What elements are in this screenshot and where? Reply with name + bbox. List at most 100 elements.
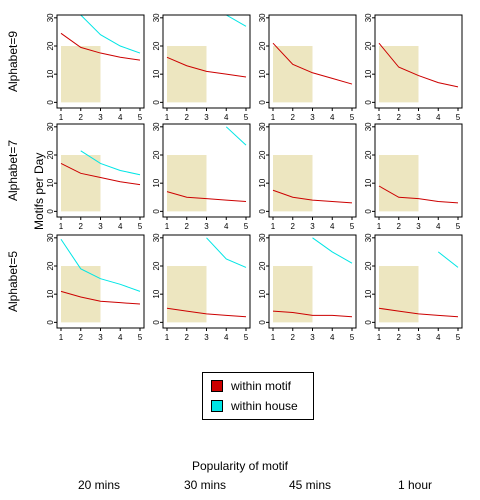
series-within-house-r3-c3 xyxy=(312,237,353,264)
x-tick-label-r1-c4-1: 2 xyxy=(397,113,402,122)
y-tick-label-r2-c4-3: 30 xyxy=(364,122,373,131)
x-tick-label-r3-c3-1: 2 xyxy=(291,333,296,342)
y-tick-label-r1-c3-1: 10 xyxy=(258,69,267,78)
legend: within motif within house xyxy=(202,372,314,420)
x-tick-label-r3-c1-4: 5 xyxy=(138,333,143,342)
x-tick-label-r1-c2-4: 5 xyxy=(244,113,249,122)
highlight-region-r1-c2 xyxy=(167,46,207,103)
x-tick-label-r2-c2-1: 2 xyxy=(185,222,190,231)
series-within-motif-r2-c1 xyxy=(60,163,141,186)
legend-label-within-motif: within motif xyxy=(231,379,292,393)
x-tick-label-r2-c3-1: 2 xyxy=(291,222,296,231)
y-axis-label: Motifs per Day xyxy=(32,152,46,230)
series-within-motif-r2-c3 xyxy=(272,189,353,204)
x-tick-label-r1-c2-3: 4 xyxy=(224,113,229,122)
x-tick-label-r2-c4-0: 1 xyxy=(377,222,382,231)
legend-swatch-within-motif xyxy=(211,380,223,392)
x-tick-label-r2-c3-2: 3 xyxy=(310,222,315,231)
x-tick-label-r2-c1-0: 1 xyxy=(59,222,64,231)
y-tick-label-r1-c4-2: 20 xyxy=(364,41,373,50)
x-tick-label-r3-c3-4: 5 xyxy=(350,333,355,342)
y-tick-label-r2-c3-2: 20 xyxy=(258,150,267,159)
x-tick-label-r1-c3-4: 5 xyxy=(350,113,355,122)
y-tick-label-r3-c1-1: 10 xyxy=(46,289,55,298)
x-tick-label-r2-c1-4: 5 xyxy=(138,222,143,231)
x-tick-label-r2-c2-2: 3 xyxy=(204,222,209,231)
y-tick-label-r3-c2-1: 10 xyxy=(152,289,161,298)
x-tick-label-r2-c4-3: 4 xyxy=(436,222,441,231)
highlight-region-r1-c4 xyxy=(379,46,419,103)
x-tick-label-r2-c3-4: 5 xyxy=(350,222,355,231)
y-tick-label-r1-c4-1: 10 xyxy=(364,69,373,78)
x-tick-label-r2-c2-0: 1 xyxy=(165,222,170,231)
x-tick-label-r1-c3-3: 4 xyxy=(330,113,335,122)
y-tick-label-r2-c1-1: 10 xyxy=(46,178,55,187)
x-tick-label-r1-c1-0: 1 xyxy=(59,113,64,122)
y-tick-label-r1-c3-3: 30 xyxy=(258,13,267,22)
y-tick-label-r1-c4-0: 0 xyxy=(364,100,373,105)
x-tick-label-r2-c3-3: 4 xyxy=(330,222,335,231)
y-tick-label-r2-c1-0: 0 xyxy=(46,209,55,214)
y-tick-label-r2-c2-1: 10 xyxy=(152,178,161,187)
x-tick-label-r3-c4-2: 3 xyxy=(416,333,421,342)
y-tick-label-r1-c1-2: 20 xyxy=(46,41,55,50)
x-tick-label-r1-c1-2: 3 xyxy=(98,113,103,122)
y-tick-label-r1-c1-3: 30 xyxy=(46,13,55,22)
x-tick-label-r1-c3-1: 2 xyxy=(291,113,296,122)
y-tick-label-r2-c2-3: 30 xyxy=(152,122,161,131)
highlight-region-r3-c1 xyxy=(61,266,101,323)
y-tick-label-r1-c1-1: 10 xyxy=(46,69,55,78)
series-within-house-r1-c2 xyxy=(226,15,247,27)
y-tick-label-r3-c2-3: 30 xyxy=(152,233,161,242)
y-tick-label-r1-c2-3: 30 xyxy=(152,13,161,22)
x-tick-label-r1-c3-0: 1 xyxy=(271,113,276,122)
legend-swatch-within-house xyxy=(211,400,223,412)
x-tick-label-r3-c4-4: 5 xyxy=(456,333,461,342)
y-tick-label-r3-c2-2: 20 xyxy=(152,261,161,270)
series-within-motif-r3-c1 xyxy=(60,290,141,305)
y-tick-label-r3-c4-2: 20 xyxy=(364,261,373,270)
series-within-house-r2-c2 xyxy=(225,126,247,146)
x-tick-label-r1-c4-2: 3 xyxy=(416,113,421,122)
column-label-30-mins: 30 mins xyxy=(183,478,227,492)
y-tick-label-r2-c1-2: 20 xyxy=(46,150,55,159)
x-tick-label-r1-c1-1: 2 xyxy=(79,113,84,122)
highlight-region-r1-c1 xyxy=(61,46,101,103)
legend-label-within-house: within house xyxy=(231,399,298,413)
x-tick-label-r3-c2-0: 1 xyxy=(165,333,170,342)
y-tick-label-r3-c1-0: 0 xyxy=(46,320,55,325)
highlight-region-r3-c3 xyxy=(273,266,313,323)
series-within-house-r3-c4 xyxy=(437,251,459,268)
x-tick-label-r3-c3-0: 1 xyxy=(271,333,276,342)
series-within-house-r3-c2 xyxy=(206,237,247,268)
column-label-1-hour: 1 hour xyxy=(397,478,433,492)
y-tick-label-r2-c3-3: 30 xyxy=(258,122,267,131)
y-tick-label-r2-c3-1: 10 xyxy=(258,178,267,187)
x-tick-label-r1-c2-0: 1 xyxy=(165,113,170,122)
y-tick-label-r2-c4-0: 0 xyxy=(364,209,373,214)
x-tick-label-r3-c1-2: 3 xyxy=(98,333,103,342)
x-tick-label-r3-c1-0: 1 xyxy=(59,333,64,342)
row-label-2: Alphabet=7 xyxy=(6,140,20,201)
series-within-motif-r3-c3 xyxy=(272,310,353,318)
x-axis-label: Popularity of motif xyxy=(191,459,289,473)
legend-entry-within-motif: within motif xyxy=(211,378,291,394)
y-tick-label-r1-c1-0: 0 xyxy=(46,100,55,105)
x-tick-label-r3-c1-3: 4 xyxy=(118,333,123,342)
x-tick-label-r1-c2-2: 3 xyxy=(204,113,209,122)
row-label-3: Alphabet=5 xyxy=(6,251,20,312)
y-tick-label-r2-c1-3: 30 xyxy=(46,122,55,131)
y-tick-label-r3-c3-0: 0 xyxy=(258,320,267,325)
y-tick-label-r1-c2-0: 0 xyxy=(152,100,161,105)
y-tick-label-r2-c2-2: 20 xyxy=(152,150,161,159)
x-tick-label-r1-c4-3: 4 xyxy=(436,113,441,122)
y-tick-label-r3-c1-3: 30 xyxy=(46,233,55,242)
y-tick-label-r3-c3-2: 20 xyxy=(258,261,267,270)
y-tick-label-r2-c3-0: 0 xyxy=(258,209,267,214)
series-within-motif-r1-c3 xyxy=(272,42,353,85)
y-tick-label-r3-c1-2: 20 xyxy=(46,261,55,270)
highlight-region-r2-c2 xyxy=(167,155,207,212)
column-label-45-mins: 45 mins xyxy=(288,478,332,492)
series-within-motif-r1-c4 xyxy=(378,42,459,88)
